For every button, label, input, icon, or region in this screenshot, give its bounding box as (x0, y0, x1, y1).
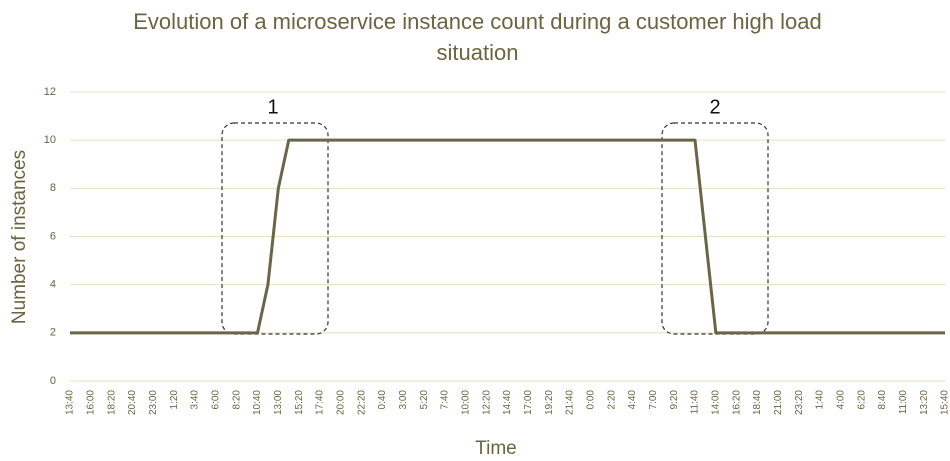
x-tick-label: 13:00 (273, 390, 284, 415)
x-tick-label: 11:40 (690, 390, 701, 415)
x-tick-label: 16:00 (85, 390, 96, 415)
x-tick-label: 21:40 (565, 390, 576, 415)
x-tick-label: 1:40 (815, 390, 826, 410)
x-tick-label: 7:00 (648, 390, 659, 410)
y-tick-label: 12 (44, 86, 56, 98)
x-tick-label: 10:40 (252, 390, 263, 415)
x-axis-title: Time (475, 438, 517, 459)
y-tick-label: 6 (50, 230, 56, 242)
chart-title: Evolution of a microservice instance cou… (133, 9, 822, 65)
annotation: 2 (709, 96, 720, 118)
x-tick-label: 15:40 (940, 390, 950, 415)
x-tick-label: 2:20 (606, 390, 617, 410)
x-tick-label: 18:20 (106, 390, 117, 415)
x-tick-label: 19:20 (544, 390, 555, 415)
y-axis-title: Number of instances (9, 150, 30, 324)
x-tick-label: 1:20 (169, 390, 180, 410)
x-tick-label: 6:20 (856, 390, 867, 410)
x-tick-label: 4:00 (835, 390, 846, 410)
x-tick-label: 15:20 (294, 390, 305, 415)
annotation-box (661, 122, 769, 335)
y-tick-label: 8 (50, 182, 56, 194)
x-tick-label: 9:20 (669, 390, 680, 410)
line (70, 138, 945, 335)
x-tick-label: 7:40 (440, 390, 451, 410)
x-tick-label: 3:00 (398, 390, 409, 410)
x-tick-label: 20:40 (127, 390, 138, 415)
x-tick-label: 0:00 (585, 390, 596, 410)
x-tick-label: 8:40 (877, 390, 888, 410)
x-tick-label: 20:00 (335, 390, 346, 415)
x-tick-label: 10:00 (460, 390, 471, 415)
x-tick-label: 14:00 (710, 390, 721, 415)
x-tick-label: 22:20 (356, 390, 367, 415)
y-tick-label: 2 (50, 327, 56, 339)
x-tick-label: 17:40 (315, 390, 326, 415)
x-tick-label: 14:40 (502, 390, 513, 415)
x-tick-label: 13:40 (65, 390, 76, 415)
x-tick-label: 18:40 (752, 390, 763, 415)
x-tick-label: 3:40 (190, 390, 201, 410)
annotation-box (221, 122, 329, 335)
x-tick-label: 23:20 (794, 390, 805, 415)
x-tick-label: 17:00 (523, 390, 534, 415)
x-tick-label: 4:40 (627, 390, 638, 410)
x-tick-label: 6:00 (210, 390, 221, 410)
x-tick-label: 5:20 (419, 390, 430, 410)
x-tick-label: 11:00 (898, 390, 909, 415)
x-tick-label: 8:20 (231, 390, 242, 410)
x-tick-label: 13:20 (919, 390, 930, 415)
x-tick-label: 0:40 (377, 390, 388, 410)
annotation: 1 (267, 96, 278, 118)
x-tick-label: 12:20 (481, 390, 492, 415)
y-tick-label: 0 (50, 375, 56, 387)
x-tick-label: 16:20 (731, 390, 742, 415)
x-tick-label: 23:00 (148, 390, 159, 415)
x-tick-label: 21:00 (773, 390, 784, 415)
y-tick-label: 10 (44, 134, 56, 146)
y-tick-label: 4 (50, 279, 56, 291)
